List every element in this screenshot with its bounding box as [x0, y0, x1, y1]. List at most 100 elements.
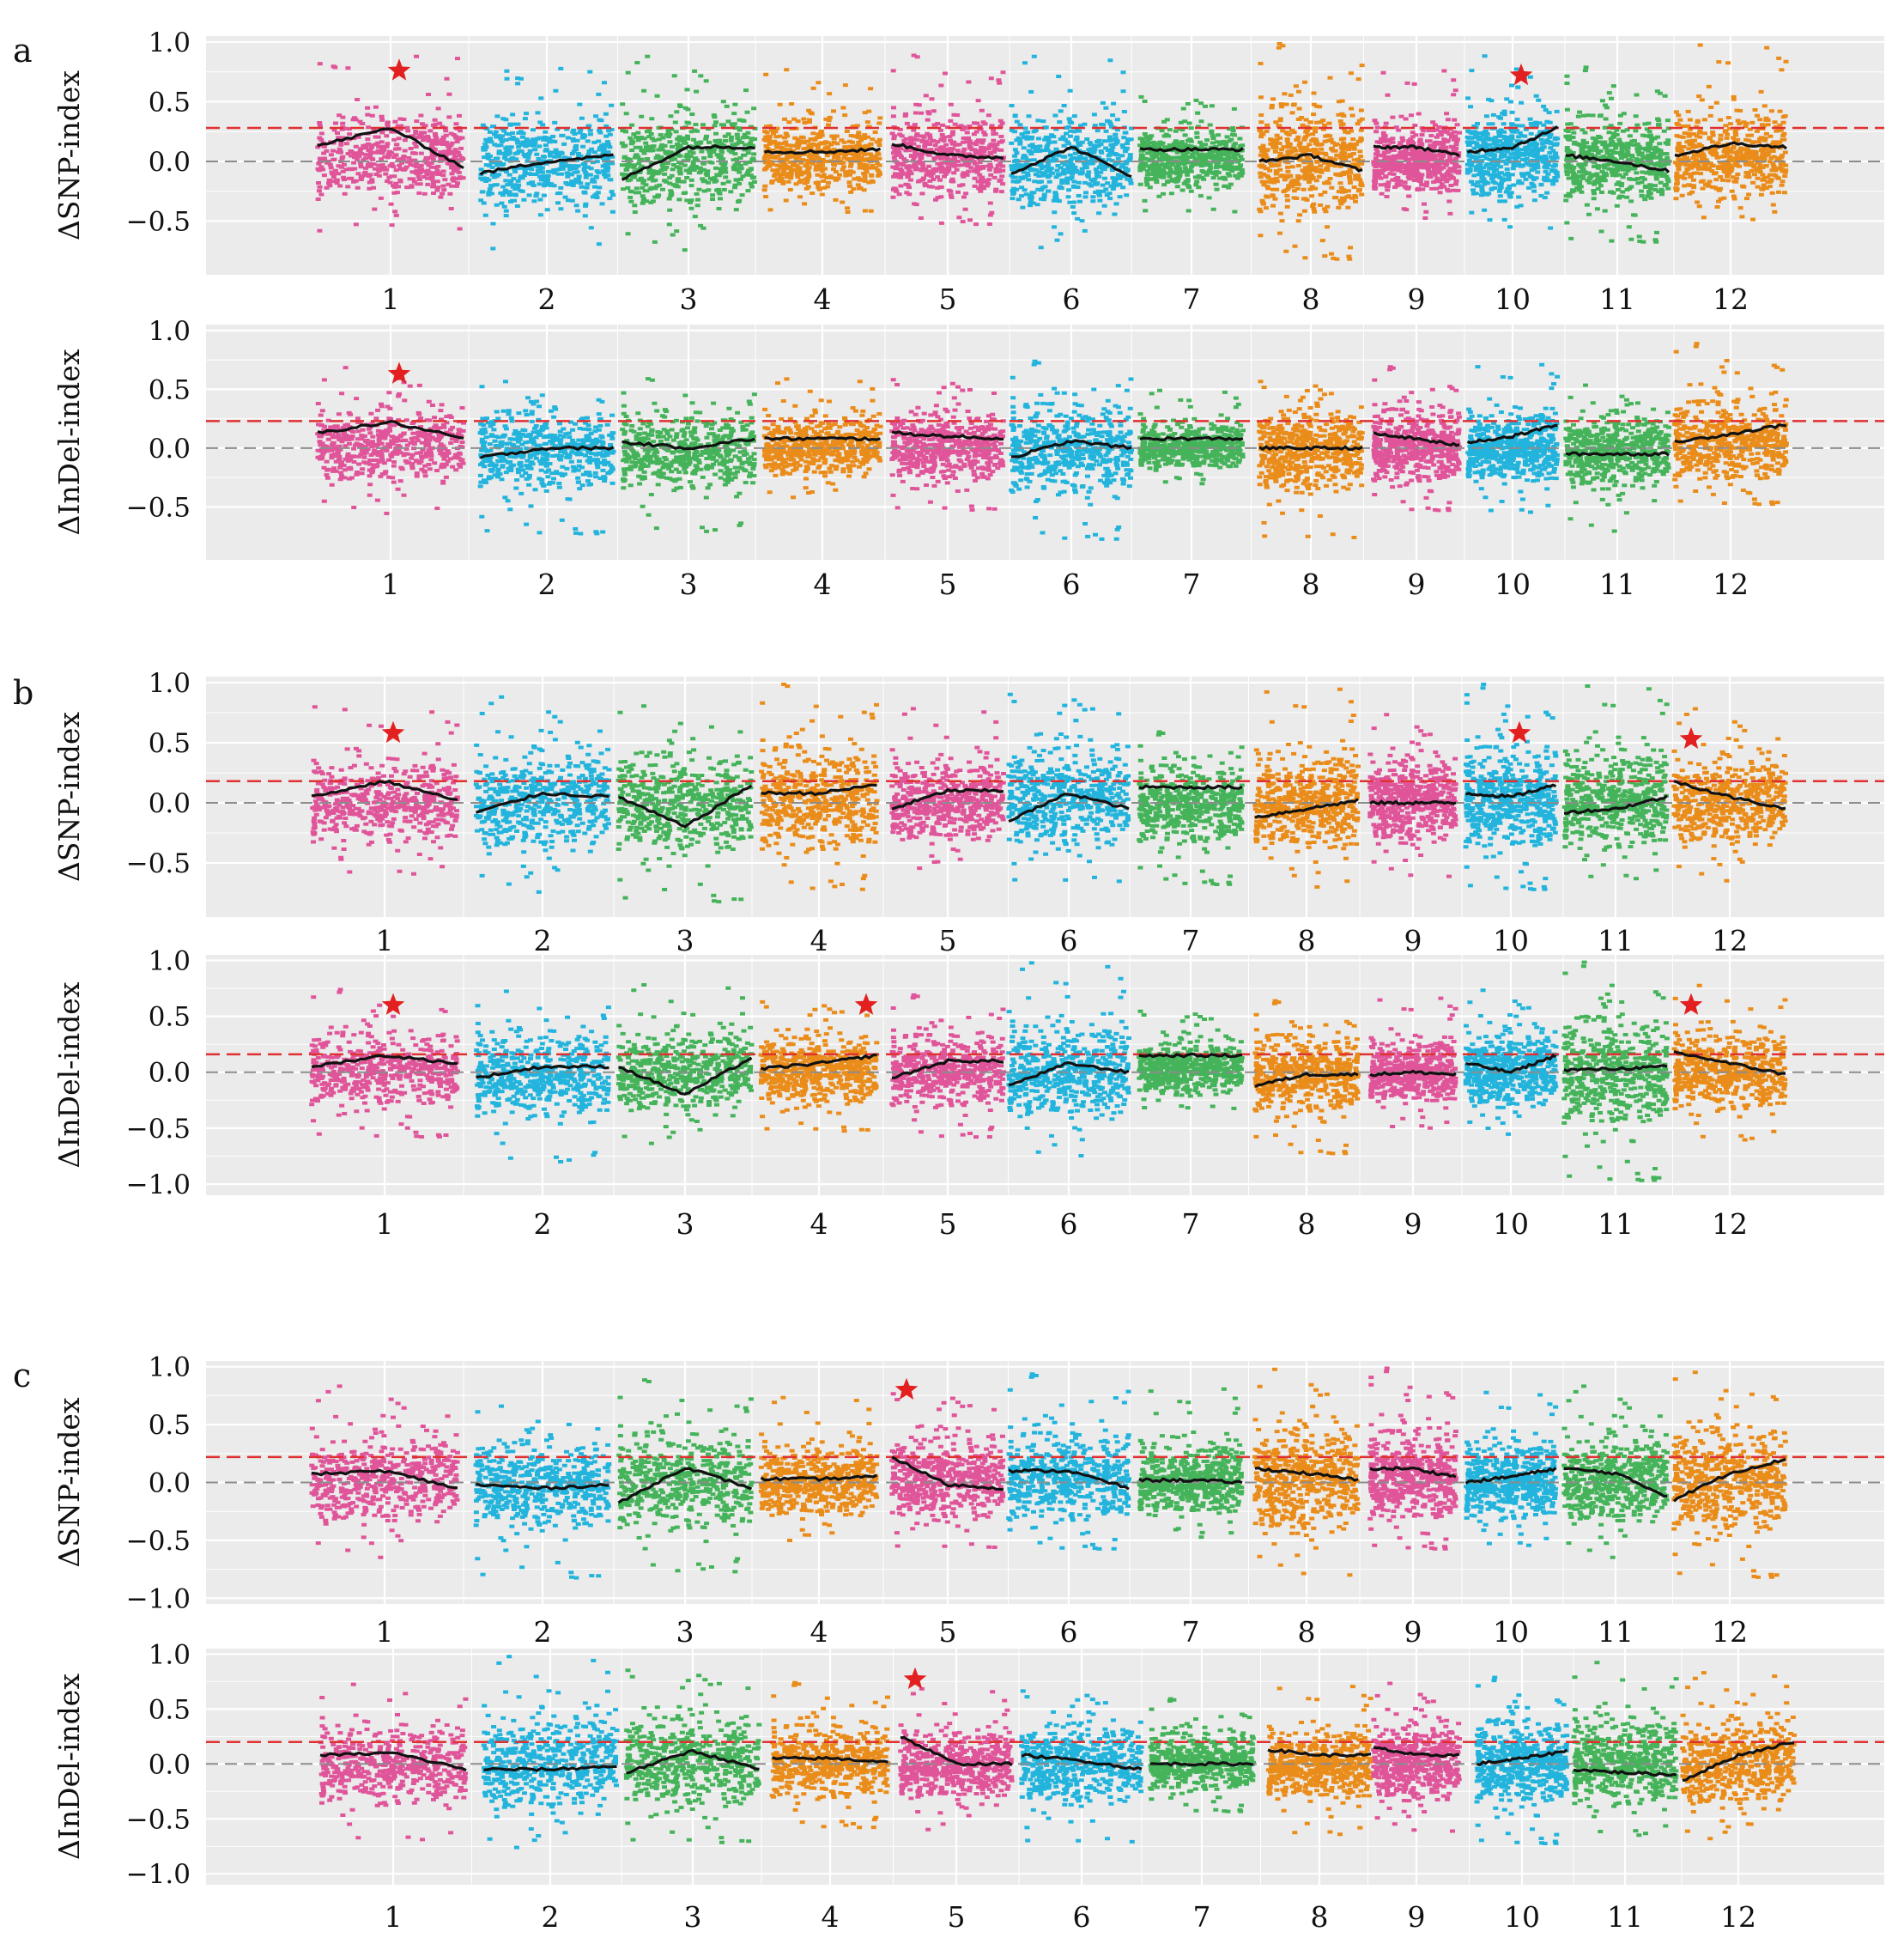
peak-star-marker-chr-1: [381, 720, 405, 744]
chromosome-11-point-cloud: [1563, 383, 1671, 533]
x-tick-label: 10: [1495, 568, 1531, 601]
chromosome-11-point-cloud: [1561, 684, 1670, 881]
chromosome-12-points: [1671, 1370, 1788, 1579]
chromosome-11-fit-line: [1564, 794, 1669, 815]
chromosome-4-fit-line: [771, 1755, 888, 1764]
chromosome-3-fit-line: [618, 1056, 753, 1096]
chromosome-6-points: [1006, 692, 1131, 884]
chromosome-8-points: [1257, 380, 1365, 539]
chromosome-12-point-cloud: [1671, 1370, 1788, 1579]
peak-star-marker-chr-12: [1679, 726, 1703, 750]
chromosome-3-points: [623, 1668, 762, 1844]
x-tick-label: 12: [1712, 1207, 1748, 1241]
chromosome-2-fit-line: [479, 153, 614, 176]
chromosome-6-points: [1006, 961, 1131, 1157]
chromosome-12-points: [1672, 43, 1789, 222]
x-tick-label: 9: [1408, 282, 1426, 316]
x-tick-label: 9: [1408, 568, 1426, 601]
chromosome-5-point-cloud: [889, 53, 1006, 227]
chromosome-10-point-cloud: [1464, 54, 1561, 230]
chromosome-3-points: [619, 54, 758, 252]
x-tick-label: 11: [1599, 282, 1635, 316]
chromosome-6-point-cloud: [1006, 961, 1131, 1157]
chromosome-10-fit-line: [1466, 125, 1559, 154]
chromosome-5-fit-line: [891, 1058, 1004, 1079]
chromosome-9-point-cloud: [1367, 996, 1458, 1130]
y-tick-label: −0.5: [126, 1804, 191, 1835]
chromosome-6-points: [1006, 1372, 1131, 1551]
chromosome-10-fit-line: [1464, 1467, 1557, 1485]
chromosome-12-fit-line: [1682, 1741, 1795, 1783]
chromosome-9-points: [1367, 713, 1458, 878]
chromosome-8-point-cloud: [1252, 1367, 1361, 1577]
chromosome-5-fit-line: [891, 430, 1004, 441]
chromosome-4-fit-line: [764, 435, 881, 441]
x-tick-label: 4: [810, 1207, 828, 1241]
y-tick-label: 0.5: [149, 1002, 191, 1033]
chromosome-6-fit-line: [1021, 1753, 1143, 1771]
chromosome-3-points: [615, 704, 755, 904]
y-tick-label: 1.0: [149, 1639, 191, 1670]
chromosome-6-point-cloud: [1006, 692, 1131, 884]
x-tick-label: 1: [382, 282, 400, 316]
y-tick-label: −0.5: [126, 848, 191, 879]
chromosome-11-point-cloud: [1563, 65, 1671, 244]
x-tick-label: 8: [1298, 924, 1316, 957]
chromosome-6-fit-line: [1008, 1060, 1130, 1087]
chromosome-10-point-cloud: [1474, 1675, 1570, 1845]
chromosome-6-point-cloud: [1009, 54, 1134, 250]
chromosome-10-point-cloud: [1464, 1390, 1559, 1547]
chromosome-11-fit-line: [1563, 1467, 1668, 1498]
chromosome-10-fit-line: [1477, 1748, 1568, 1767]
chromosome-5-fit-line: [891, 787, 1004, 811]
chromosome-3-point-cloud: [615, 983, 755, 1145]
chromosome-7-points: [1148, 1697, 1256, 1813]
x-tick-label: 12: [1712, 924, 1748, 957]
chromosome-4-fit-line: [760, 1473, 878, 1482]
chromosome-2-point-cloud: [481, 1655, 620, 1850]
chromosome-3-fit-line: [618, 784, 753, 829]
chromosome-2-fit-line: [476, 1064, 609, 1078]
panel-letter: a: [13, 32, 33, 70]
y-tick-label: 0.0: [149, 147, 191, 178]
x-tick-label: 2: [534, 1615, 552, 1649]
chromosome-5-fit-line: [891, 143, 1004, 161]
y-tick-label: 0.0: [149, 1749, 191, 1780]
y-axis-label: ΔSNP-index: [52, 70, 86, 240]
chromosome-8-point-cloud: [1265, 1685, 1373, 1837]
chromosome-12-fit-line: [1674, 141, 1787, 158]
chromosome-8-fit-line: [1258, 445, 1363, 452]
y-axis-label: ΔInDel-index: [52, 981, 86, 1168]
chromosome-11-fit-line: [1565, 451, 1670, 458]
chromosome-4-points: [759, 683, 880, 891]
chromosome-5-points: [889, 378, 1006, 512]
x-tick-label: 2: [534, 1207, 552, 1241]
chromosome-9-fit-line: [1373, 431, 1460, 447]
chromosome-5-points: [889, 1392, 1006, 1549]
x-tick-label: 5: [939, 1207, 957, 1241]
chromosome-3-point-cloud: [623, 1668, 762, 1844]
x-tick-label: 9: [1408, 1900, 1426, 1934]
chromosome-9-point-cloud: [1371, 1681, 1462, 1833]
x-tick-label: 6: [1063, 568, 1081, 601]
x-tick-label: 4: [810, 924, 828, 957]
chromosome-12-fit-line: [1673, 780, 1786, 811]
x-tick-label: 7: [1182, 1207, 1200, 1241]
scatter-points: [318, 1655, 1797, 1850]
chromosome-2-fit-line: [475, 791, 609, 814]
peak-star-marker-chr-10: [1507, 720, 1531, 744]
chromosome-11-fit-line: [1566, 153, 1671, 173]
chromosome-4-points: [758, 1395, 880, 1542]
chromosome-7-fit-line: [1150, 1761, 1254, 1767]
chromosome-1-fit-line: [311, 1468, 458, 1490]
chromosome-2-fit-line: [479, 445, 615, 459]
chromosome-3-fit-line: [621, 143, 755, 181]
chromosome-1-point-cloud: [309, 987, 460, 1139]
chromosome-12-points: [1680, 1671, 1797, 1841]
chromosome-7-points: [1137, 730, 1245, 886]
chromosome-2-points: [478, 66, 616, 251]
peak-star-marker-chr-5: [903, 1667, 927, 1690]
